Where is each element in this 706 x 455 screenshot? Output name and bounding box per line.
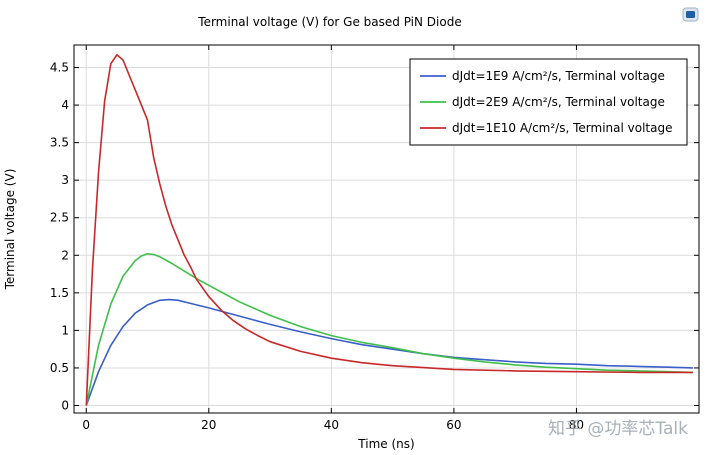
y-tick-label: 2 <box>61 248 69 262</box>
y-tick-label: 4 <box>61 98 69 112</box>
legend-label-2: dJdt=2E9 A/cm²/s, Terminal voltage <box>452 95 665 109</box>
legend-box <box>409 58 688 146</box>
y-tick-label: 0.5 <box>50 361 69 375</box>
x-tick-label: 20 <box>201 418 216 432</box>
watermark: 知乎 @功率芯Talk <box>548 419 688 439</box>
x-axis-ticks: 0 20 40 60 80 <box>82 45 584 432</box>
series-line-3 <box>85 53 693 406</box>
y-tick-label: 3.5 <box>50 136 69 150</box>
x-tick-label: 40 <box>324 418 339 432</box>
y-tick-label: 1 <box>61 323 69 337</box>
legend-label-3: dJdt=1E10 A/cm²/s, Terminal voltage <box>452 121 672 135</box>
x-tick-label: 0 <box>82 418 90 432</box>
y-tick-label: 0 <box>61 398 69 412</box>
grid-lines <box>74 45 699 413</box>
y-axis-label: Terminal voltage (V) <box>3 169 17 291</box>
app-icon[interactable] <box>682 7 699 22</box>
x-tick-label: 80 <box>569 418 584 432</box>
y-axis-ticks: 0 0.5 1 1.5 2 2.5 3 3.5 4 4.5 <box>50 61 699 412</box>
y-tick-label: 1.5 <box>50 286 69 300</box>
series-lines <box>85 53 693 406</box>
x-tick-label: 60 <box>446 418 461 432</box>
y-tick-label: 3 <box>61 173 69 187</box>
y-tick-label: 2.5 <box>50 211 69 225</box>
x-axis-label: Time (ns) <box>357 437 414 451</box>
series-line-2 <box>85 253 693 406</box>
legend: dJdt=1E9 A/cm²/s, Terminal voltage dJdt=2… <box>409 58 688 146</box>
series-line-1 <box>85 298 693 406</box>
legend-label-1: dJdt=1E9 A/cm²/s, Terminal voltage <box>452 69 665 83</box>
chart-title: Terminal voltage (V) for Ge based PiN Di… <box>197 15 461 29</box>
y-tick-label: 4.5 <box>50 61 69 75</box>
